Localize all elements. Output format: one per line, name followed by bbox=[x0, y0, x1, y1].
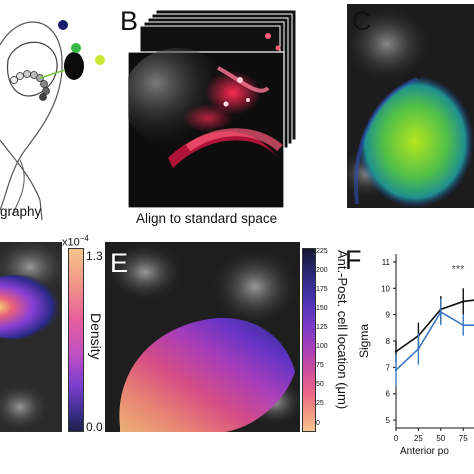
e-tick-225: 225 bbox=[316, 248, 328, 255]
panel-a: graphy bbox=[0, 0, 118, 232]
exponent-power: −4 bbox=[79, 234, 89, 243]
e-tick-75: 75 bbox=[316, 362, 324, 369]
x-tick-label-50: 50 bbox=[436, 434, 445, 443]
panel-d-exponent: x10−4 bbox=[62, 234, 89, 249]
e-tick-150: 150 bbox=[316, 305, 328, 312]
y-tick-label-9: 9 bbox=[386, 311, 391, 320]
y-tick-label-10: 10 bbox=[381, 284, 390, 293]
y-axis-label: Sigma bbox=[357, 324, 371, 358]
panel-e-colorbar bbox=[302, 248, 316, 432]
panel-e-letter: E bbox=[110, 248, 129, 278]
y-tick-label-11: 11 bbox=[382, 258, 391, 267]
panel-d-image bbox=[0, 242, 62, 432]
panel-d-colorbar bbox=[68, 248, 84, 432]
panel-e-image bbox=[105, 242, 300, 432]
e-tick-50: 50 bbox=[316, 381, 324, 388]
panel-f-chart: 11 10 9 8 7 6 50 25 50 75 Sigma Anterior po *** bbox=[357, 254, 474, 457]
panel-a-caption: graphy bbox=[0, 204, 42, 219]
x-tick-label-25: 25 bbox=[414, 434, 423, 443]
series-1-point-3 bbox=[462, 323, 465, 327]
e-tick-125: 125 bbox=[316, 324, 328, 331]
y-tick-label-8: 8 bbox=[386, 337, 391, 346]
dot-green bbox=[71, 43, 81, 53]
eye-shape bbox=[64, 52, 84, 80]
y-tick-label-5: 5 bbox=[386, 416, 391, 425]
dot-yellow-green bbox=[95, 55, 105, 65]
series-0-point-3 bbox=[462, 300, 465, 303]
y-tick-label-7: 7 bbox=[386, 363, 391, 372]
series-1-point-0 bbox=[394, 368, 398, 372]
significance-marker: *** bbox=[452, 263, 466, 275]
larva-schematic bbox=[0, 20, 105, 221]
series-1-point-1 bbox=[417, 347, 420, 351]
dot-dark-blue bbox=[58, 20, 68, 30]
e-tick-200: 200 bbox=[316, 267, 328, 274]
panel-d-tick-min: 0.0 bbox=[86, 420, 103, 434]
panel-b-letter: B bbox=[120, 6, 139, 36]
series-1-line bbox=[395, 310, 474, 371]
e-tick-175: 175 bbox=[316, 286, 328, 293]
panel-c-image bbox=[347, 4, 474, 208]
panel-f-letter: F bbox=[345, 245, 362, 275]
e-tick-25: 25 bbox=[316, 400, 324, 407]
panel-d-colorbar-label: Density bbox=[88, 313, 104, 360]
series-1-point-2 bbox=[439, 310, 443, 314]
exponent-base: x10 bbox=[62, 236, 80, 249]
panel-b-caption: Align to standard space bbox=[136, 211, 278, 226]
e-tick-100: 100 bbox=[316, 343, 328, 350]
x-tick-label-0: 0 bbox=[394, 434, 399, 443]
cell-chain bbox=[10, 70, 50, 101]
panel-e-ticks: 225 200 175 150 125 100 75 50 25 0 bbox=[316, 248, 336, 430]
panel-c-letter: C bbox=[352, 6, 372, 36]
panel-b-stack bbox=[123, 8, 310, 209]
x-axis-label: Anterior po bbox=[400, 446, 449, 457]
panel-d-tick-max: 1.3 bbox=[86, 249, 103, 263]
x-tick-label-75: 75 bbox=[459, 434, 468, 443]
series-0-point-0 bbox=[394, 350, 398, 353]
y-tick-label-6: 6 bbox=[386, 390, 391, 399]
e-tick-0: 0 bbox=[316, 420, 320, 427]
